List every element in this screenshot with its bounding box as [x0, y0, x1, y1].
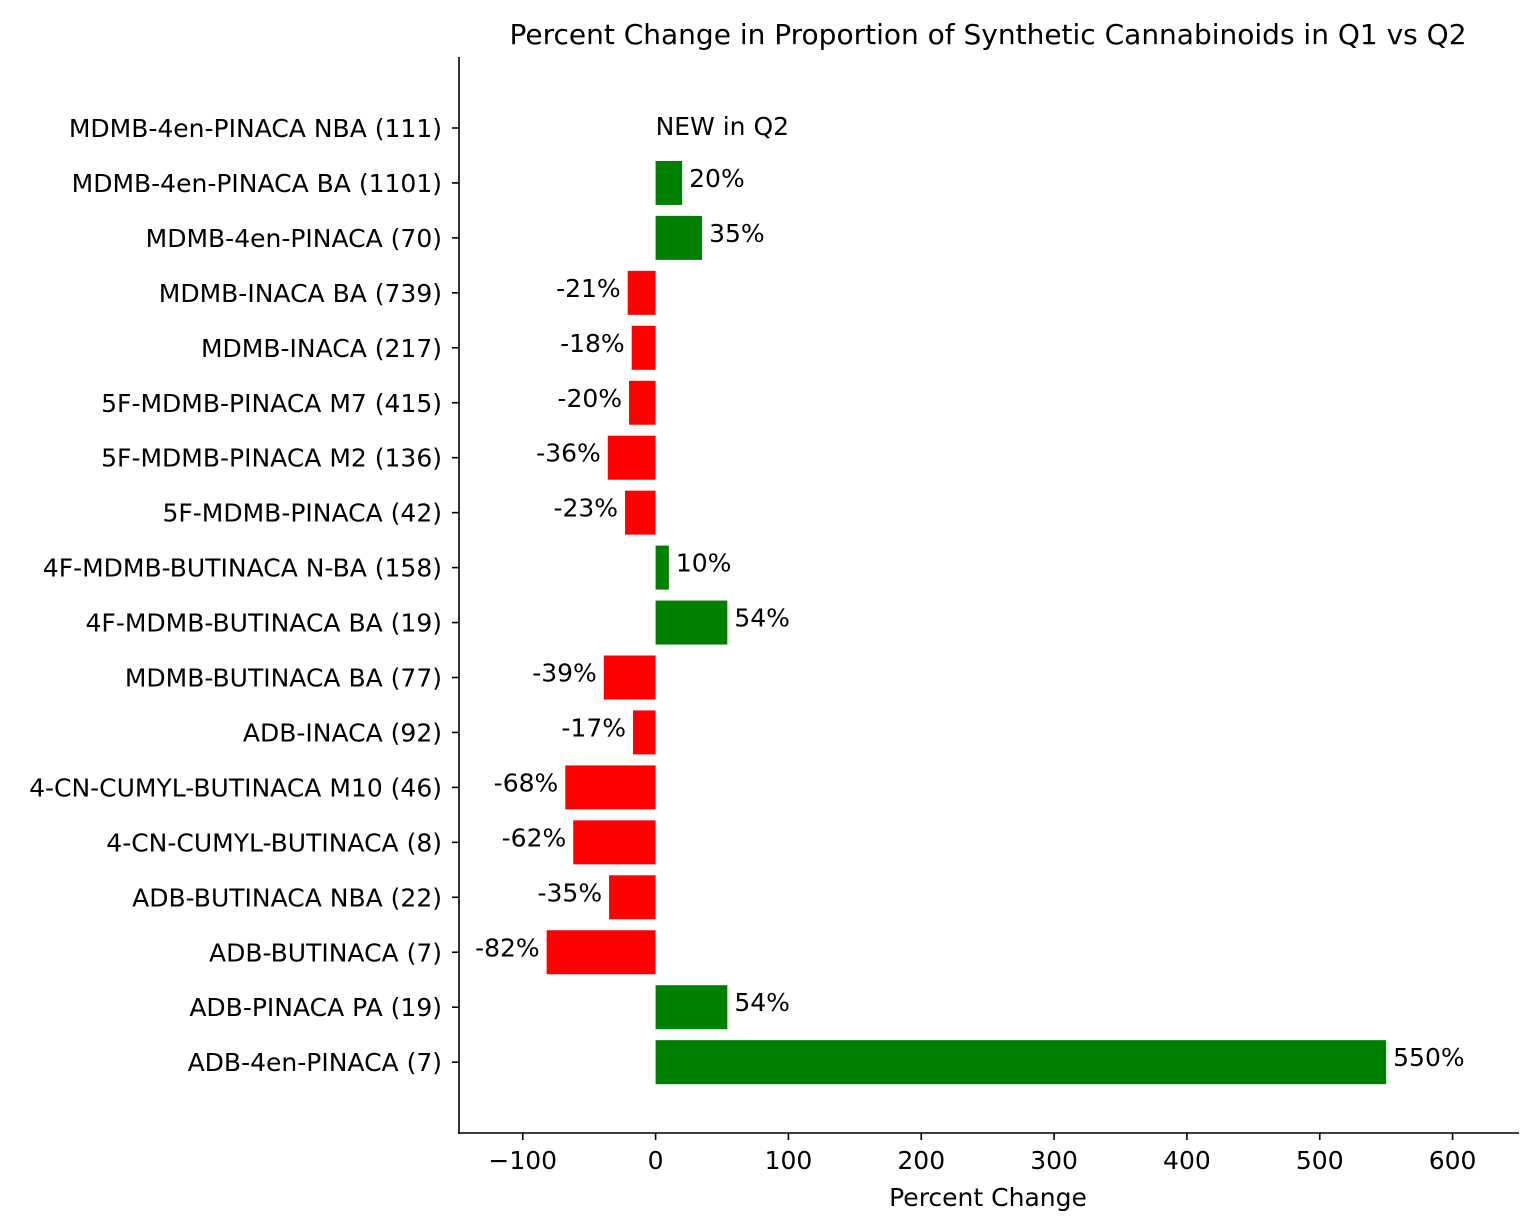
data-label: -39%	[532, 659, 597, 688]
data-label: 550%	[1393, 1043, 1464, 1072]
y-tick-label: MDMB-BUTINACA BA (77)	[125, 664, 442, 693]
new-annotation: NEW in Q2	[656, 112, 789, 141]
bar	[655, 600, 728, 645]
bar	[655, 1040, 1387, 1085]
data-label: 10%	[676, 549, 732, 578]
data-label: -23%	[553, 494, 618, 523]
data-label: -82%	[475, 933, 540, 962]
x-tick-label: 600	[1429, 1146, 1477, 1175]
bar	[655, 545, 669, 590]
data-label: -36%	[536, 439, 601, 468]
y-tick-label: 4-CN-CUMYL-BUTINACA (8)	[106, 828, 442, 857]
y-tick-label: ADB-4en-PINACA (7)	[188, 1048, 442, 1077]
bar	[565, 765, 656, 810]
data-label: -35%	[538, 878, 603, 907]
bar	[625, 490, 656, 535]
x-tick-label: 500	[1296, 1146, 1344, 1175]
data-label: -20%	[557, 384, 622, 413]
bar	[546, 930, 656, 975]
data-label: 54%	[734, 604, 790, 633]
bar	[627, 270, 656, 315]
x-tick-label: 400	[1163, 1146, 1211, 1175]
x-tick-label: 300	[1030, 1146, 1078, 1175]
y-tick-label: 5F-MDMB-PINACA (42)	[162, 499, 442, 528]
bar	[655, 215, 703, 260]
bar	[655, 160, 683, 205]
y-tick-label: 4-CN-CUMYL-BUTINACA M10 (46)	[29, 773, 442, 802]
data-label: 20%	[689, 164, 745, 193]
data-label: -68%	[494, 768, 559, 797]
y-tick-label: 5F-MDMB-PINACA M7 (415)	[101, 389, 442, 418]
x-tick-label: 100	[765, 1146, 813, 1175]
data-label: -21%	[556, 274, 621, 303]
y-tick-label: MDMB-4en-PINACA NBA (111)	[69, 114, 442, 143]
data-label: -17%	[561, 713, 626, 742]
y-tick-label: 5F-MDMB-PINACA M2 (136)	[101, 444, 442, 473]
bar	[573, 820, 656, 865]
bar	[609, 875, 656, 920]
x-axis-label: Percent Change	[889, 1183, 1087, 1212]
bar	[629, 380, 656, 425]
data-label: -62%	[502, 823, 567, 852]
y-tick-label: ADB-BUTINACA NBA (22)	[132, 883, 442, 912]
y-tick-label: MDMB-INACA BA (739)	[159, 279, 442, 308]
y-tick-label: ADB-PINACA PA (19)	[189, 993, 442, 1022]
y-tick-label: ADB-BUTINACA (7)	[209, 938, 442, 967]
data-label: 54%	[734, 988, 790, 1017]
chart-title: Percent Change in Proportion of Syntheti…	[509, 18, 1466, 51]
bar	[631, 325, 656, 370]
bar	[603, 655, 656, 700]
x-tick-label: 0	[648, 1146, 664, 1175]
data-label: 35%	[709, 219, 765, 248]
y-tick-label: MDMB-INACA (217)	[201, 334, 442, 363]
y-tick-label: MDMB-4en-PINACA (70)	[146, 224, 442, 253]
data-label: -18%	[560, 329, 625, 358]
bar	[607, 435, 656, 480]
bar	[655, 985, 728, 1030]
x-tick-label: −100	[488, 1146, 557, 1175]
y-tick-label: 4F-MDMB-BUTINACA BA (19)	[86, 609, 442, 638]
y-tick-label: MDMB-4en-PINACA BA (1101)	[72, 169, 442, 198]
y-tick-label: 4F-MDMB-BUTINACA N-BA (158)	[43, 554, 442, 583]
y-tick-label: ADB-INACA (92)	[243, 718, 442, 747]
x-tick-label: 200	[897, 1146, 945, 1175]
bar	[633, 710, 656, 755]
